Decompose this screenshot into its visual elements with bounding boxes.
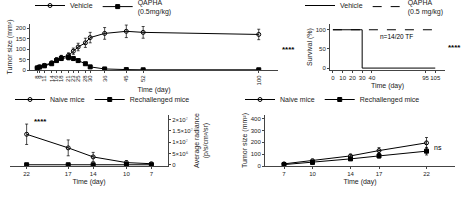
svg-text:300: 300: [251, 128, 262, 134]
svg-text:200: 200: [16, 25, 27, 31]
svg-text:Vehicle: Vehicle: [340, 2, 363, 9]
svg-text:7: 7: [282, 171, 286, 177]
svg-text:16: 16: [53, 75, 59, 82]
svg-text:1.5×10⁷: 1.5×10⁷: [172, 128, 193, 134]
svg-text:****: ****: [34, 117, 47, 126]
svg-text:Naive mice: Naive mice: [280, 96, 315, 103]
svg-text:14: 14: [90, 171, 97, 177]
svg-text:0: 0: [22, 67, 26, 73]
svg-text:23: 23: [70, 75, 76, 82]
svg-text:****: ****: [448, 43, 461, 52]
svg-text:95: 95: [422, 75, 429, 81]
svg-text:28: 28: [82, 75, 88, 82]
svg-text:Time (day): Time (day): [371, 82, 404, 90]
svg-text:0: 0: [257, 163, 261, 169]
svg-text:105: 105: [430, 75, 441, 81]
svg-text:Time (day): Time (day): [72, 178, 105, 186]
svg-text:150: 150: [16, 36, 27, 42]
svg-text:QAPHA(0.5mg/kg): QAPHA(0.5mg/kg): [138, 0, 171, 16]
svg-text:Tumor size (mm²): Tumor size (mm²): [6, 20, 14, 75]
svg-text:11: 11: [41, 75, 47, 82]
svg-text:30: 30: [87, 75, 93, 82]
svg-text:45: 45: [123, 75, 129, 82]
svg-text:Time (day): Time (day): [137, 86, 170, 94]
svg-text:Average radiance(p/s/cm²/sr): Average radiance(p/s/cm²/sr): [193, 113, 210, 168]
svg-text:n=14/20 TF: n=14/20 TF: [380, 33, 413, 40]
svg-text:17: 17: [65, 171, 72, 177]
svg-text:QAPHA(0.5 mg/kg): QAPHA(0.5 mg/kg): [408, 0, 443, 16]
svg-text:0: 0: [331, 75, 335, 81]
svg-text:22: 22: [423, 171, 430, 177]
svg-text:21: 21: [65, 75, 71, 82]
svg-text:10: 10: [339, 75, 346, 81]
svg-text:200: 200: [251, 139, 262, 145]
svg-text:10: 10: [123, 171, 130, 177]
svg-text:40: 40: [369, 75, 376, 81]
svg-text:7: 7: [150, 171, 154, 177]
svg-text:100: 100: [251, 151, 262, 157]
svg-text:100: 100: [256, 75, 262, 86]
svg-text:25: 25: [75, 75, 81, 82]
svg-text:50: 50: [19, 57, 26, 63]
svg-text:Naive mice: Naive mice: [50, 96, 85, 103]
svg-text:36: 36: [102, 75, 108, 82]
svg-text:****: ****: [282, 45, 295, 54]
svg-text:9: 9: [37, 75, 43, 79]
svg-text:30: 30: [359, 75, 366, 81]
svg-text:Tumor size (mm²): Tumor size (mm²): [241, 113, 249, 168]
svg-text:8: 8: [34, 75, 40, 79]
svg-text:0: 0: [322, 65, 326, 71]
svg-text:18: 18: [58, 75, 64, 82]
svg-text:50: 50: [319, 46, 326, 52]
svg-text:100: 100: [316, 27, 327, 33]
svg-text:2×10⁷: 2×10⁷: [172, 117, 188, 123]
svg-text:Vehicle: Vehicle: [70, 2, 93, 9]
svg-text:14: 14: [49, 75, 55, 82]
svg-text:Survival (%): Survival (%): [306, 28, 314, 66]
svg-text:14: 14: [347, 171, 354, 177]
svg-text:Time (day): Time (day): [343, 178, 376, 186]
svg-text:400: 400: [251, 116, 262, 122]
svg-text:5×10⁶: 5×10⁶: [172, 151, 189, 157]
svg-text:Rechallenged mice: Rechallenged mice: [360, 96, 420, 104]
svg-text:17: 17: [376, 171, 383, 177]
svg-text:20: 20: [349, 75, 356, 81]
svg-text:22: 22: [23, 171, 30, 177]
svg-text:Rechallenged mice: Rechallenged mice: [130, 96, 190, 104]
svg-text:1×10⁷: 1×10⁷: [172, 139, 188, 145]
svg-text:52: 52: [140, 75, 146, 82]
svg-text:0: 0: [172, 162, 176, 168]
svg-text:100: 100: [16, 46, 27, 52]
svg-text:ns: ns: [434, 144, 442, 151]
svg-text:10: 10: [309, 171, 316, 177]
